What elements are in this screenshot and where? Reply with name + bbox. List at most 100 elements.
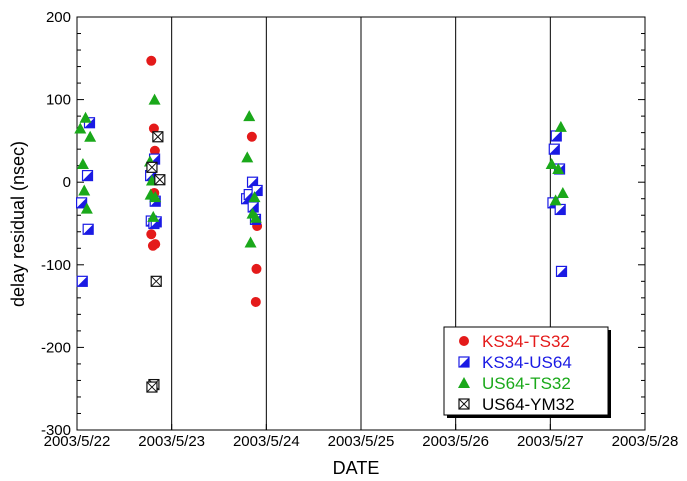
marker-square-fill bbox=[82, 170, 93, 181]
marker-square-fill bbox=[76, 197, 87, 208]
marker-cross-b bbox=[146, 381, 158, 393]
data-point bbox=[550, 130, 562, 142]
y-axis-title: delay residual (nsec) bbox=[8, 141, 28, 307]
legend-marker bbox=[458, 377, 470, 388]
marker-circle bbox=[459, 336, 469, 346]
marker-triangle bbox=[249, 211, 262, 223]
data-point bbox=[555, 265, 568, 278]
data-point bbox=[545, 158, 558, 170]
marker-triangle bbox=[248, 191, 261, 203]
y-tick-label: 200 bbox=[46, 9, 71, 26]
marker-circle bbox=[148, 123, 159, 134]
marker-square-fill bbox=[247, 177, 258, 188]
data-point bbox=[81, 169, 94, 182]
data-point bbox=[148, 93, 161, 105]
data-point bbox=[149, 191, 162, 203]
axes: 2003/5/22 2003/5/23 2003/5/24 2003/5/25 2003… bbox=[41, 9, 678, 450]
y-tick-label: -200 bbox=[41, 339, 71, 356]
marker-triangle bbox=[80, 202, 93, 214]
marker-cross-b bbox=[150, 275, 162, 287]
marker-square-fill bbox=[549, 144, 560, 155]
data-point bbox=[84, 130, 97, 142]
data-point bbox=[147, 210, 160, 222]
legend-marker bbox=[458, 356, 470, 368]
data-point bbox=[146, 381, 158, 393]
data-point bbox=[148, 123, 159, 134]
data-point bbox=[146, 161, 158, 173]
y-tick-label: 100 bbox=[46, 92, 71, 109]
data-point bbox=[146, 229, 157, 240]
marker-triangle bbox=[147, 210, 160, 222]
data-point bbox=[154, 174, 166, 186]
data-point bbox=[244, 236, 257, 248]
legend-label: US64-YM32 bbox=[482, 395, 575, 414]
data-point bbox=[243, 110, 256, 122]
marker-triangle bbox=[554, 120, 567, 132]
y-tick-label: 0 bbox=[63, 174, 71, 191]
marker-triangle bbox=[552, 162, 565, 174]
data-point bbox=[241, 151, 254, 163]
data-point bbox=[554, 120, 567, 132]
data-point bbox=[78, 184, 91, 196]
data-point bbox=[549, 194, 562, 206]
series-us64-ym32 bbox=[146, 131, 166, 393]
marker-square-fill bbox=[248, 201, 259, 212]
marker-triangle bbox=[556, 186, 569, 198]
data-point bbox=[80, 202, 93, 214]
data-point bbox=[548, 143, 560, 155]
marker-triangle bbox=[243, 110, 256, 122]
x-tick-label: 2003/5/26 bbox=[422, 433, 489, 450]
marker-circle bbox=[246, 131, 257, 142]
data-point bbox=[251, 184, 263, 197]
marker-triangle bbox=[84, 130, 97, 142]
legend: KS34-TS32 KS34-US64 US64-TS32 US64-YM32 bbox=[443, 326, 611, 418]
data-point bbox=[146, 55, 157, 66]
marker-triangle bbox=[74, 122, 87, 134]
legend-label: US64-TS32 bbox=[482, 374, 571, 393]
marker-circle bbox=[150, 239, 161, 250]
marker-square-fill bbox=[551, 130, 562, 141]
marker-square-fill bbox=[459, 357, 469, 367]
x-axis-title: DATE bbox=[333, 458, 380, 478]
data-point bbox=[76, 275, 88, 287]
marker-triangle bbox=[244, 236, 257, 248]
marker-square-fill bbox=[555, 204, 566, 215]
data-point bbox=[82, 223, 94, 235]
data-point bbox=[250, 296, 261, 307]
x-tick-label: 2003/5/27 bbox=[517, 433, 584, 450]
marker-square-fill bbox=[252, 185, 263, 196]
x-tick-label: 2003/5/25 bbox=[328, 433, 395, 450]
marker-square-fill bbox=[556, 266, 567, 277]
marker-square-fill bbox=[83, 224, 94, 235]
marker-circle bbox=[250, 296, 261, 307]
data-point bbox=[248, 191, 261, 203]
marker-triangle bbox=[458, 377, 470, 388]
marker-triangle bbox=[148, 93, 161, 105]
marker-cross-b bbox=[458, 398, 470, 410]
marker-triangle bbox=[76, 158, 89, 170]
legend-label: KS34-US64 bbox=[482, 353, 572, 372]
data-point bbox=[251, 263, 262, 274]
legend-marker bbox=[459, 336, 469, 346]
marker-cross-b bbox=[152, 131, 164, 143]
marker-cross-b bbox=[146, 161, 158, 173]
data-point bbox=[556, 186, 569, 198]
data-points bbox=[74, 55, 569, 393]
marker-square-fill bbox=[77, 276, 88, 287]
data-point bbox=[149, 145, 160, 156]
data-point bbox=[74, 122, 87, 134]
data-point bbox=[79, 111, 92, 123]
legend-marker bbox=[458, 398, 470, 410]
x-tick-label: 2003/5/28 bbox=[612, 433, 679, 450]
legend-box bbox=[443, 326, 609, 416]
data-point bbox=[150, 239, 161, 250]
y-tick-label: -100 bbox=[41, 257, 71, 274]
x-tick-label: 2003/5/22 bbox=[44, 433, 111, 450]
marker-triangle bbox=[78, 184, 91, 196]
x-tick-label: 2003/5/24 bbox=[233, 433, 300, 450]
marker-circle bbox=[251, 263, 262, 274]
data-point bbox=[554, 203, 566, 216]
data-point bbox=[246, 131, 257, 142]
marker-triangle bbox=[79, 111, 92, 123]
